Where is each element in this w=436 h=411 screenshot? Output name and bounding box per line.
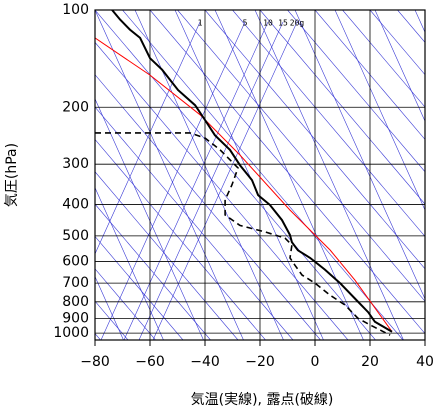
y-tick-label: 300 [62,156,89,172]
mixing-ratio-line [95,21,201,255]
isotherm [204,10,425,270]
y-tick-label: 200 [62,99,89,115]
mixing-ratio-label: 10 [263,19,273,28]
mixing-ratio-label: 5 [243,19,248,28]
y-tick-label: 100 [62,2,89,18]
y-tick-label: 1000 [53,325,89,341]
y-tick-label: 500 [62,228,89,244]
adiabat [95,187,164,340]
adiabat [374,10,425,122]
adiabat [95,275,124,340]
isotherm [95,138,266,340]
isotherm [95,236,184,340]
isotherm [342,10,425,108]
x-tick-label: −60 [135,354,165,370]
frame [94,9,426,341]
isotherm [95,203,211,340]
adiabat [174,10,324,340]
profile-line [95,37,393,332]
isotherm [369,10,425,76]
isotherm [177,10,425,302]
y-axis-label: 気圧(hPa) [4,143,20,207]
isotherm [232,10,425,237]
isotherm [95,106,294,340]
mixing-ratio-label: 1 [198,19,203,28]
isotherm [95,41,349,340]
y-tick-label: 700 [62,275,89,291]
mixing-ratio-line [152,21,298,340]
y-tick-label: 800 [62,294,89,310]
adiabat [95,10,244,340]
x-axis-label: 気温(実線), 露点(破線) [191,392,334,408]
adiabat [294,10,425,300]
adiabat [214,10,364,340]
profile-line [95,132,391,336]
isotherm [149,10,425,334]
mixing-ratio-line [123,21,269,340]
adiabat [134,10,284,340]
x-tick-label: 20 [361,354,379,370]
x-tick-label: −40 [190,354,220,370]
y-tick-label: 600 [62,253,89,269]
adiabat [334,10,425,211]
isotherm [95,171,239,340]
isotherm [397,10,425,43]
x-tick-label: −20 [245,354,275,370]
isotherm [314,10,425,140]
profile-line [111,10,393,333]
x-tick-label: 0 [311,354,320,370]
adiabat [254,10,404,340]
profiles [95,10,393,336]
isotherm [95,268,156,340]
mixing-ratio-label: 15 [278,19,288,28]
y-tick-label: 400 [62,197,89,213]
y-tick-label: 900 [62,310,89,326]
adiabat [95,98,204,340]
x-tick-label: −80 [80,354,110,370]
x-tick-label: 40 [416,354,434,370]
mixing-ratio-line [100,21,246,340]
isotherm [122,10,404,340]
mixing-ratio-label: 20g [290,19,305,28]
mixing-ratio-line [138,21,284,340]
isotherm [259,10,425,205]
isotherm [95,74,321,340]
isotherm [287,10,425,173]
isotherm [424,10,425,11]
